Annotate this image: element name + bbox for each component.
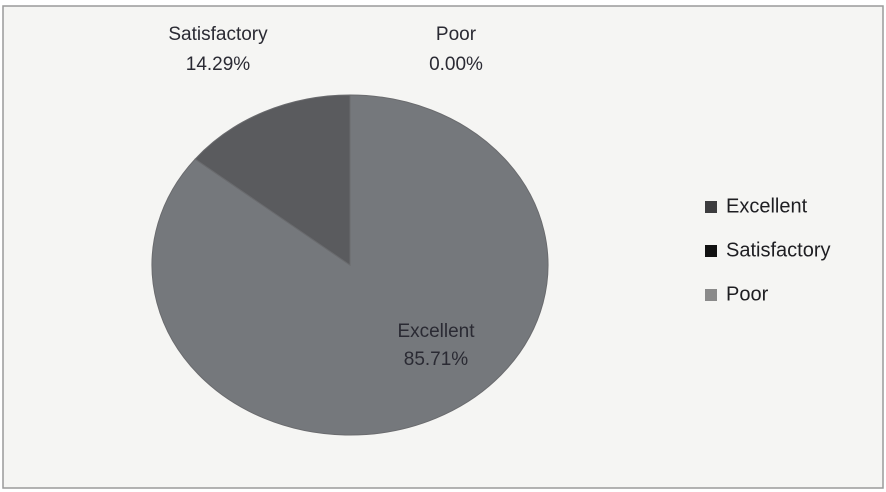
legend-swatch <box>705 245 717 257</box>
slice-value-label: 0.00% <box>429 54 483 75</box>
legend-label: Excellent <box>726 195 808 217</box>
slice-labels: Excellent 85.71% Satisfactory 14.29% Poor 0.0… <box>168 24 483 370</box>
legend-label: Poor <box>726 283 769 305</box>
legend-swatch <box>705 201 717 213</box>
pie <box>151 94 549 436</box>
slice-category: Satisfactory <box>168 24 268 45</box>
legend-swatch <box>705 289 717 301</box>
slice-category: Poor <box>436 24 477 45</box>
legend-label: Satisfactory <box>726 239 830 261</box>
pie-slice <box>194 94 351 266</box>
slice-value-label: 85.71% <box>404 349 469 370</box>
slice-value-label: 14.29% <box>186 54 251 75</box>
legend: Excellent Satisfactory Poor <box>705 195 830 305</box>
slice-category: Excellent <box>397 321 475 342</box>
